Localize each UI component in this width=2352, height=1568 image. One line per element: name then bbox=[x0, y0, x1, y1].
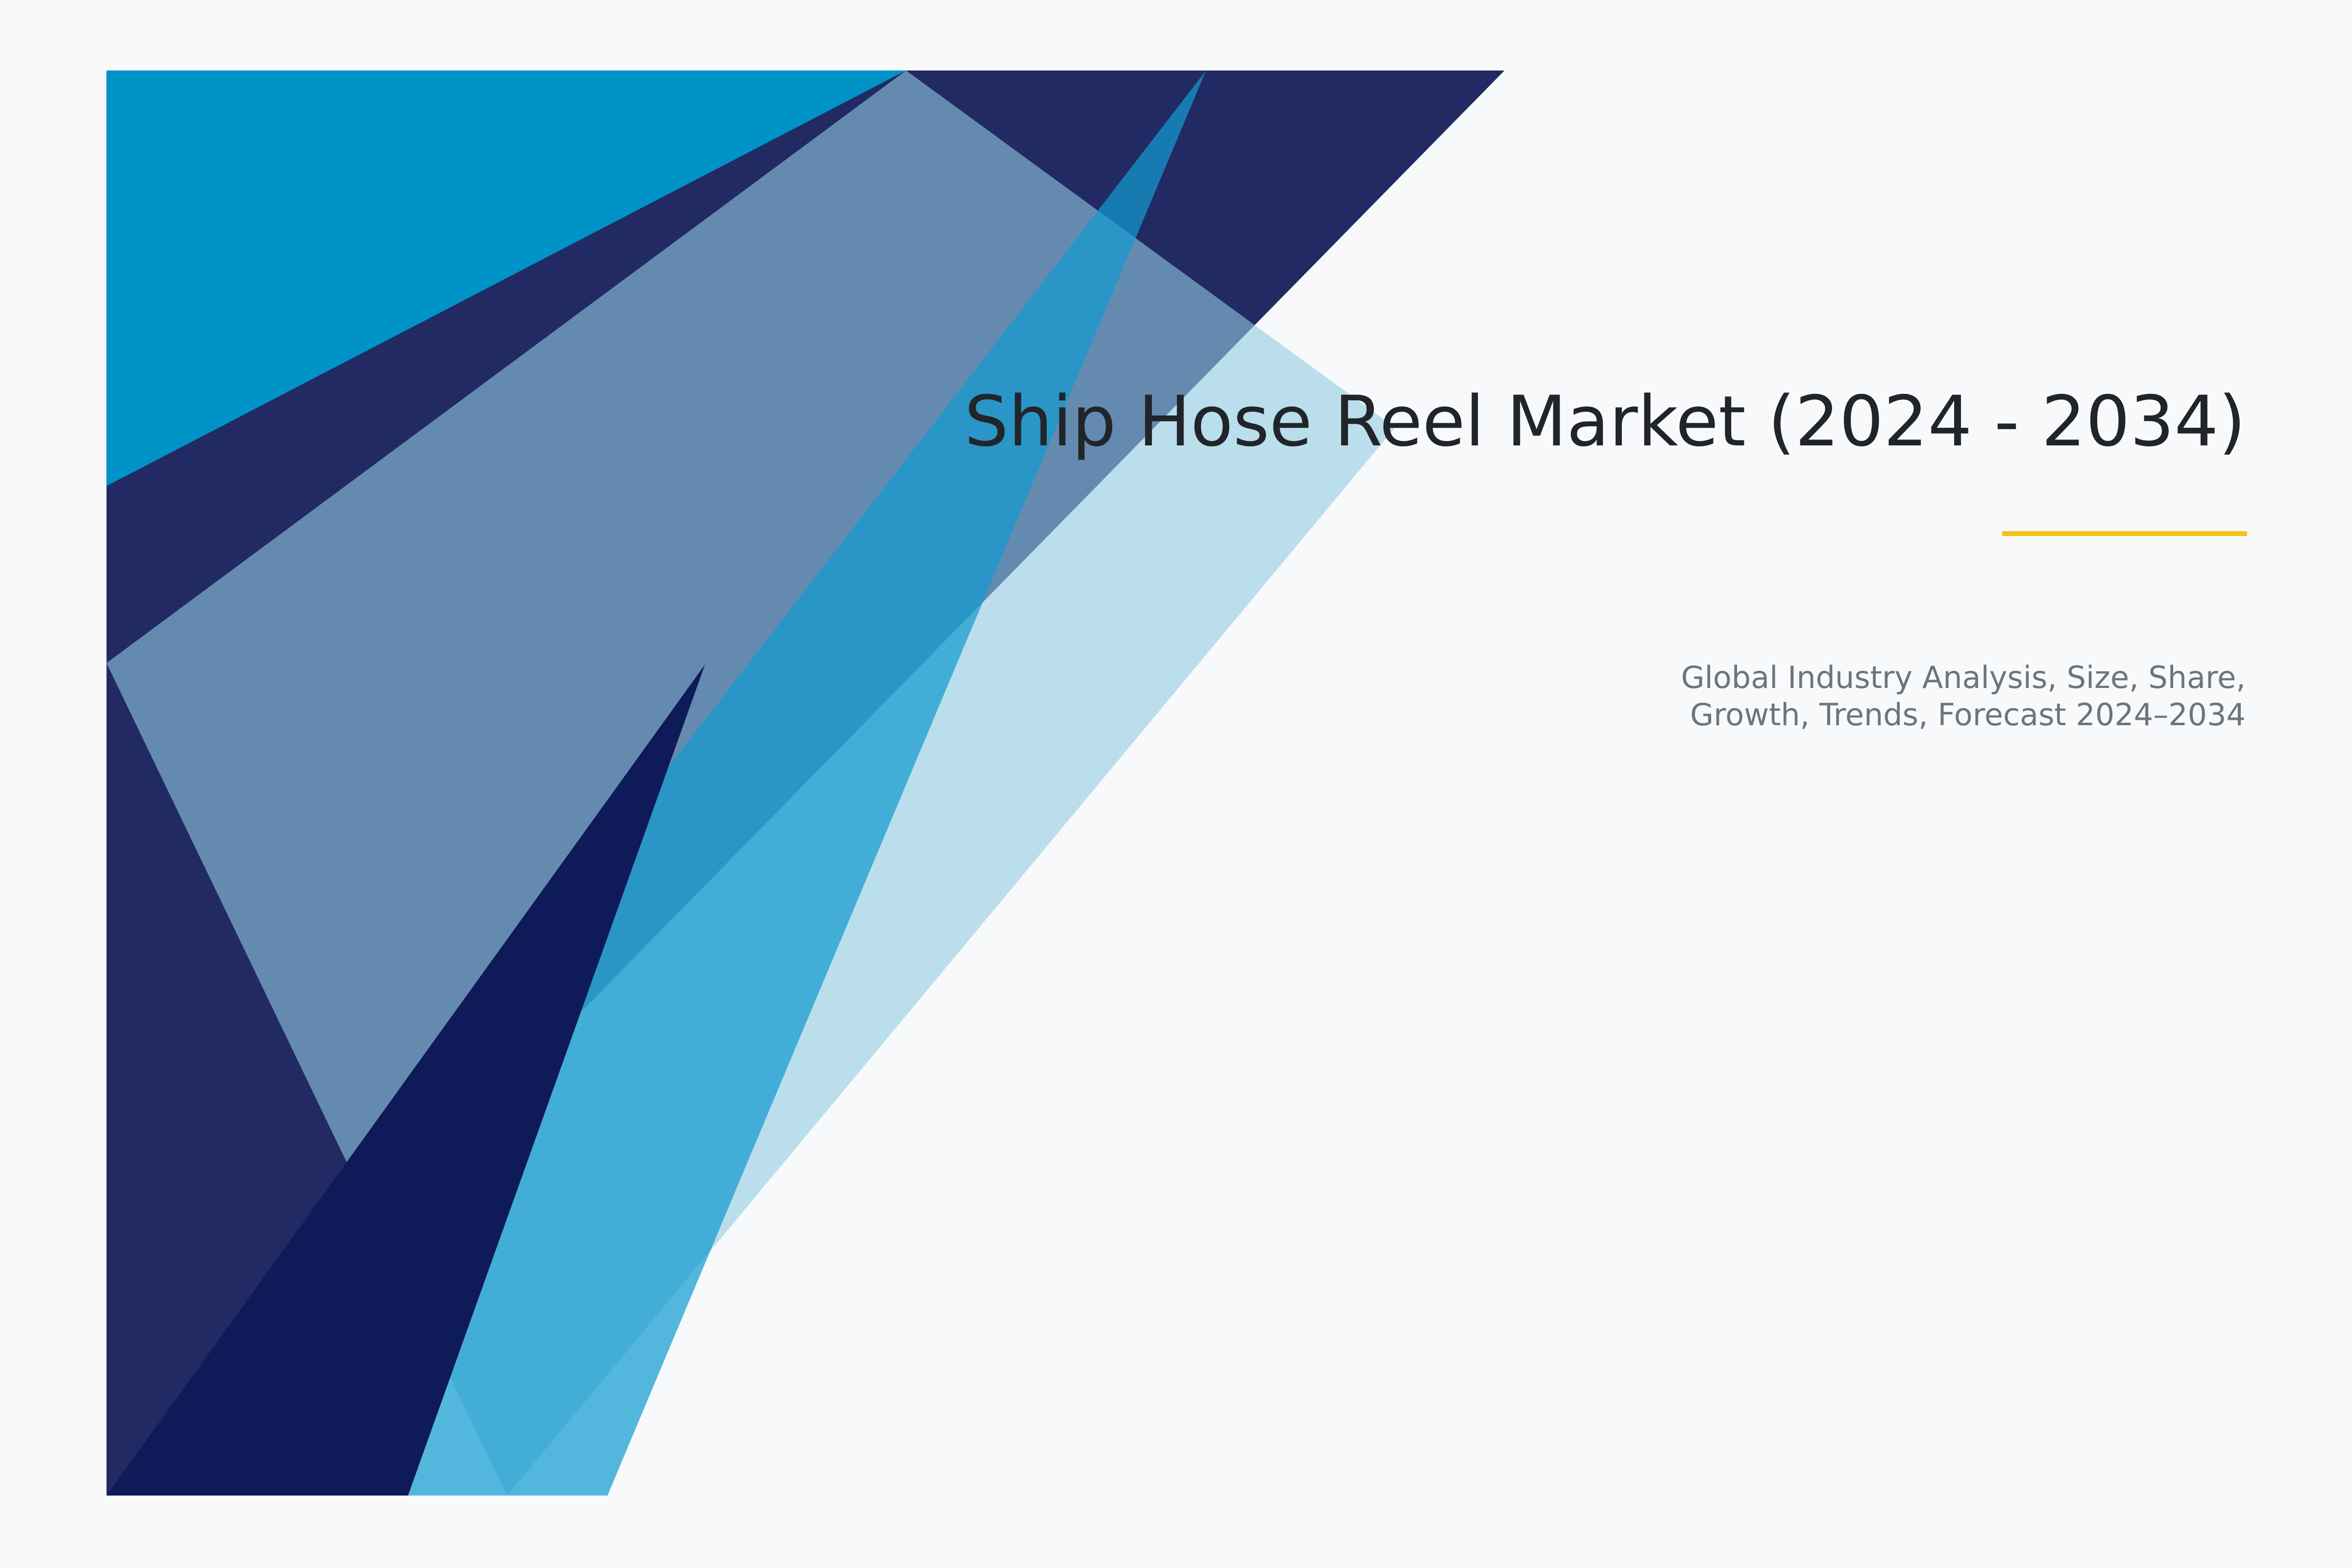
page-title: Ship Hose Reel Market (2024 - 2034) bbox=[964, 381, 2246, 462]
accent-divider bbox=[2002, 531, 2247, 536]
subtitle-line-2: Growth, Trends, Forecast 2024–2034 bbox=[1690, 697, 2246, 733]
subtitle: Global Industry Analysis, Size, Share, G… bbox=[1681, 659, 2246, 734]
subtitle-line-1: Global Industry Analysis, Size, Share, bbox=[1681, 660, 2246, 695]
